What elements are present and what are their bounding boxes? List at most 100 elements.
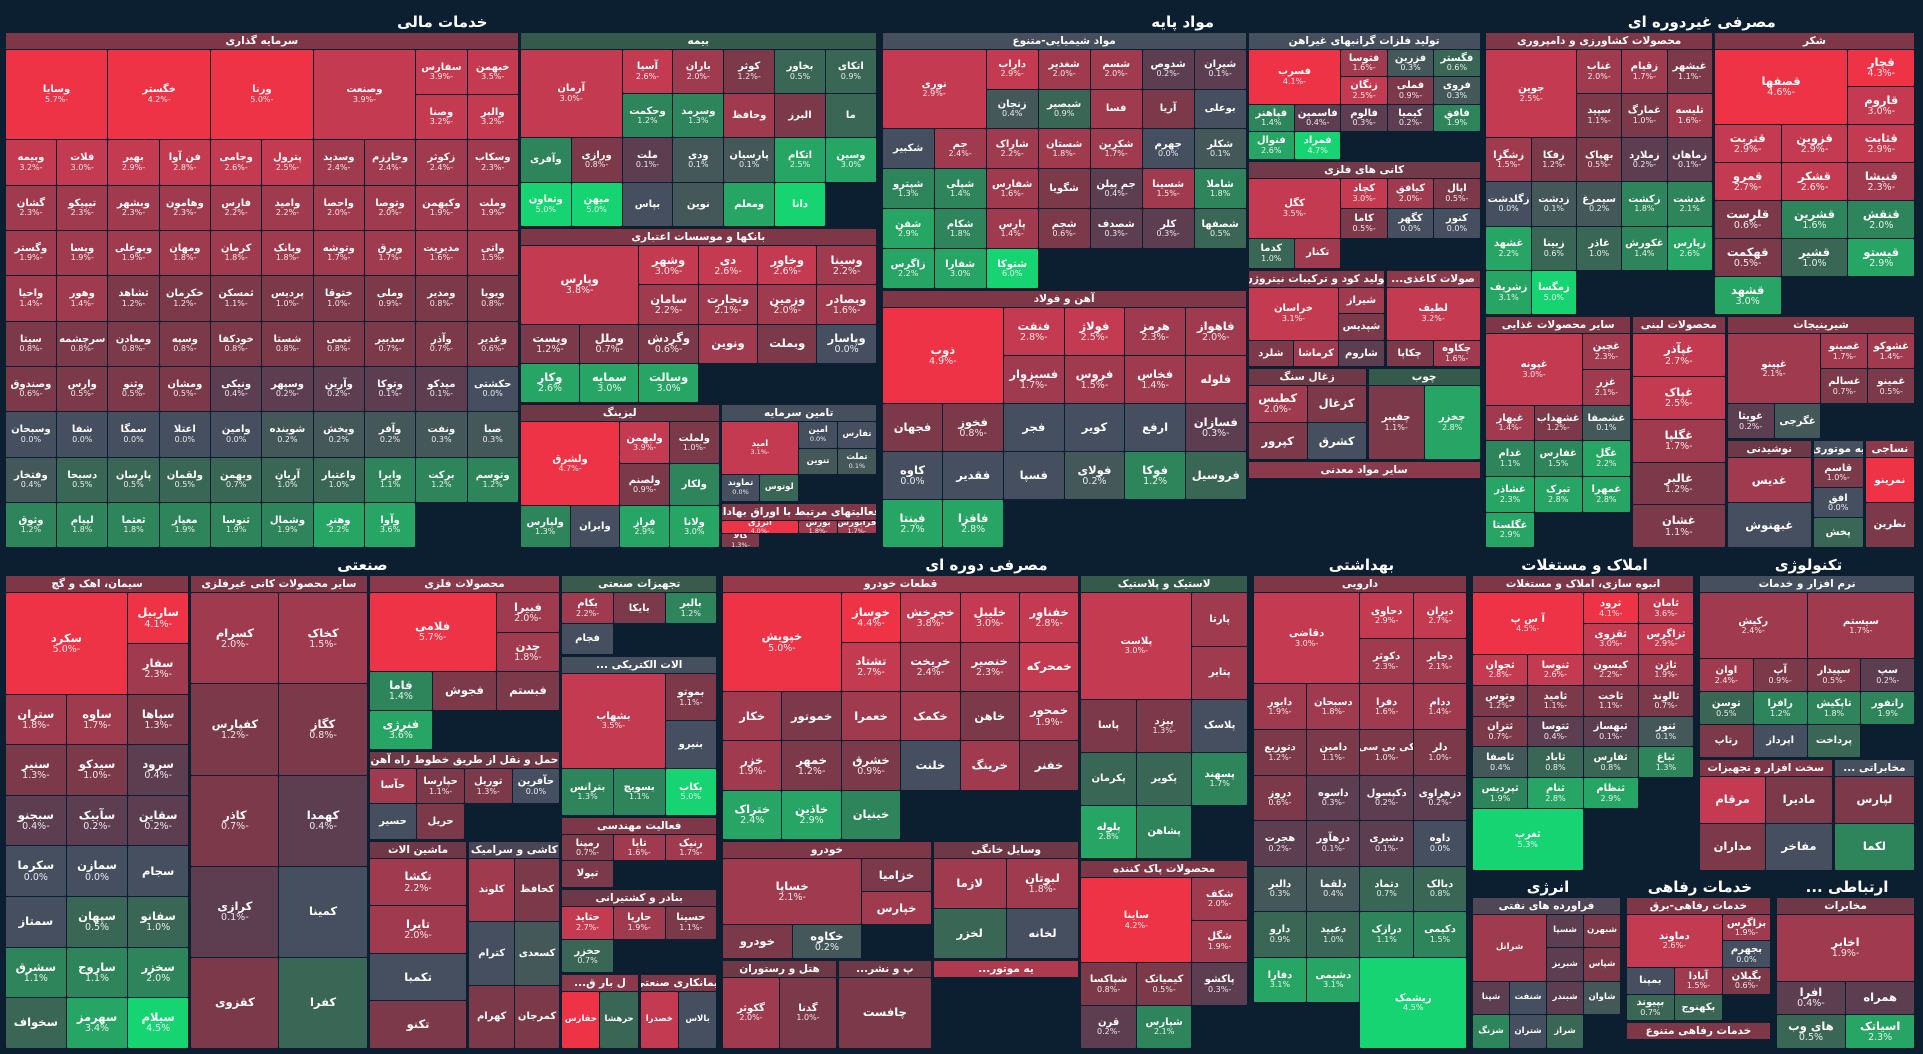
stock-tile[interactable]: خزر -1.9% <box>723 741 782 790</box>
stock-tile[interactable]: ونوین <box>698 324 758 363</box>
stock-tile[interactable]: واحصا -2.0% <box>313 185 364 230</box>
stock-tile[interactable]: وزمین -2.0% <box>758 285 817 324</box>
stock-tile[interactable]: ددام -1.4% <box>1413 684 1467 730</box>
stock-tile[interactable]: قرن -0.2% <box>1081 1006 1136 1048</box>
stock-tile[interactable]: بکام -2.2% <box>562 593 613 624</box>
stock-tile[interactable]: غصینو -1.7% <box>1821 334 1868 369</box>
stock-tile[interactable]: غبشهر -1.1% <box>1667 49 1712 93</box>
stock-tile[interactable]: غپآذر -2.7% <box>1632 334 1725 376</box>
stock-tile[interactable]: فسبزوار -1.7% <box>1003 356 1064 404</box>
stock-tile[interactable]: دیران -2.7% <box>1413 593 1467 638</box>
stock-tile[interactable]: ودی 0.1% <box>673 138 724 182</box>
stock-tile[interactable]: کلر -0.3% <box>1142 209 1194 249</box>
stock-tile[interactable]: گکوثر -2.0% <box>723 977 779 1048</box>
stock-tile[interactable]: حآسا <box>369 768 417 804</box>
stock-tile[interactable]: شگویا <box>1038 169 1090 209</box>
stock-tile[interactable]: بهیر -2.9% <box>108 140 159 185</box>
stock-tile[interactable]: تفارس <box>837 422 876 448</box>
stock-tile[interactable]: فنوال 2.6% <box>1248 132 1295 159</box>
stock-tile[interactable]: خگستر -4.2% <box>108 49 210 140</box>
stock-tile[interactable]: تماوند 0.0% <box>721 475 760 501</box>
stock-tile[interactable]: خزامیا <box>862 859 931 892</box>
stock-tile[interactable]: تبرک 2.8% <box>1534 476 1582 512</box>
stock-tile[interactable]: قتربت -2.9% <box>1714 125 1781 163</box>
stock-tile[interactable]: ساوه -1.7% <box>66 694 128 745</box>
stock-tile[interactable]: خودرو <box>723 925 792 958</box>
stock-tile[interactable]: غشوکو -1.4% <box>1868 334 1915 369</box>
stock-tile[interactable]: پیزد -1.3% <box>1136 699 1192 752</box>
stock-tile[interactable]: فزرین 0.3% <box>1387 49 1434 77</box>
stock-tile[interactable]: غبهار -1.4% <box>1486 405 1534 441</box>
stock-tile[interactable]: کاذر -0.7% <box>191 775 279 866</box>
stock-tile[interactable]: قشهد 3.0% <box>1714 277 1781 315</box>
stock-tile[interactable]: خکار <box>723 692 782 741</box>
stock-tile[interactable]: کالا -1.3% <box>721 534 760 548</box>
stock-tile[interactable]: دشیمی 3.1% <box>1307 957 1360 1003</box>
stock-tile[interactable]: فنرژی 3.6% <box>369 710 433 749</box>
stock-tile[interactable]: خرینگ <box>960 741 1019 790</box>
stock-tile[interactable]: شستا -0.8% <box>262 321 313 366</box>
stock-tile[interactable]: ثعتما 1.8% <box>108 502 159 548</box>
stock-tile[interactable]: کاما -0.5% <box>1341 208 1387 238</box>
stock-tile[interactable]: غاذر 1.0% <box>1576 226 1622 270</box>
stock-tile[interactable]: شکرین -1.7% <box>1090 129 1142 169</box>
stock-tile[interactable]: ثاباد 0.8% <box>1528 747 1583 778</box>
stock-tile[interactable]: خمهر -1.2% <box>782 741 841 790</box>
stock-tile[interactable]: دقاضی -3.0% <box>1253 593 1360 684</box>
stock-tile[interactable]: فسپا <box>1003 452 1064 500</box>
stock-tile[interactable]: نمرینو <box>1865 458 1915 503</box>
stock-tile[interactable]: ونفت 0.3% <box>416 412 467 457</box>
stock-tile[interactable]: دکوثر -2.3% <box>1360 638 1413 684</box>
stock-tile[interactable]: سقاین -0.2% <box>128 795 189 846</box>
stock-tile[interactable]: فمراد 4.7% <box>1295 132 1341 159</box>
stock-tile[interactable]: غبهنوش <box>1727 503 1811 548</box>
stock-tile[interactable]: لپیام 1.8% <box>57 502 108 548</box>
stock-tile[interactable]: اتکام 2.5% <box>775 138 825 182</box>
stock-tile[interactable]: خلیبل -3.0% <box>960 593 1019 642</box>
stock-tile[interactable]: کگل -3.5% <box>1248 178 1341 238</box>
stock-tile[interactable]: افرا -0.4% <box>1776 981 1846 1015</box>
stock-tile[interactable]: شبندر <box>1547 981 1583 1015</box>
stock-tile[interactable]: فخوز -0.8% <box>943 404 1003 452</box>
stock-tile[interactable]: توسن 0.5% <box>1699 692 1753 725</box>
stock-tile[interactable]: فبستم <box>496 671 560 710</box>
stock-tile[interactable]: مدیریت -1.6% <box>416 230 467 276</box>
stock-tile[interactable]: تابا -1.6% <box>613 835 665 861</box>
stock-tile[interactable]: کخاک -1.5% <box>279 593 367 684</box>
stock-tile[interactable]: دامین -1.1% <box>1307 730 1360 775</box>
stock-tile[interactable]: حتاید -2.7% <box>562 906 613 939</box>
stock-tile[interactable]: رنیک -1.7% <box>665 835 717 861</box>
stock-tile[interactable]: وبشهر -2.3% <box>108 185 159 230</box>
stock-tile[interactable]: ونیکی -0.4% <box>210 366 262 412</box>
stock-tile[interactable]: سبجنو -0.4% <box>5 795 66 846</box>
stock-tile[interactable]: فسازان -0.3% <box>1185 404 1246 452</box>
stock-tile[interactable]: تپولا <box>562 861 613 887</box>
stock-tile[interactable]: قثابت -2.9% <box>1848 125 1915 163</box>
stock-tile[interactable]: شپلی 1.4% <box>934 169 986 209</box>
stock-tile[interactable]: آبادا -1.5% <box>1674 968 1722 994</box>
stock-tile[interactable]: میهن 5.0% <box>571 182 622 227</box>
stock-tile[interactable]: سرچشمه -0.8% <box>57 321 108 366</box>
stock-tile[interactable]: سپاها -1.3% <box>128 694 189 745</box>
stock-tile[interactable]: آریا <box>1142 89 1194 129</box>
stock-tile[interactable]: ولبهمن -3.9% <box>620 422 669 464</box>
stock-tile[interactable]: ثقزوی -3.0% <box>1583 624 1638 654</box>
stock-tile[interactable]: فروس -1.5% <box>1064 356 1125 404</box>
stock-tile[interactable]: خاهن <box>960 692 1019 741</box>
stock-tile[interactable]: پارتا <box>1192 593 1247 646</box>
stock-tile[interactable]: شصفها 0.5% <box>1194 209 1246 249</box>
stock-tile[interactable]: غمهرا 2.8% <box>1582 476 1630 512</box>
stock-tile[interactable]: فاما 1.4% <box>369 671 433 710</box>
stock-tile[interactable]: کویر <box>1064 404 1125 452</box>
stock-tile[interactable]: شوینده 0.2% <box>262 412 313 457</box>
stock-tile[interactable]: ثپردیس 1.9% <box>1473 778 1528 809</box>
stock-tile[interactable]: غدشت 2.1% <box>1667 182 1712 226</box>
stock-tile[interactable]: دکیمی 1.5% <box>1413 912 1467 957</box>
stock-tile[interactable]: های وب 0.5% <box>1776 1015 1846 1048</box>
stock-tile[interactable]: فرابورس -1.7% <box>837 520 876 534</box>
stock-tile[interactable]: شفن 2.9% <box>882 209 934 249</box>
stock-tile[interactable]: واحیا -1.4% <box>5 276 57 321</box>
stock-tile[interactable]: رمپنا -0.7% <box>562 835 613 861</box>
stock-tile[interactable]: دبالک 0.8% <box>1413 866 1467 912</box>
stock-tile[interactable]: فلوله <box>1185 356 1246 404</box>
